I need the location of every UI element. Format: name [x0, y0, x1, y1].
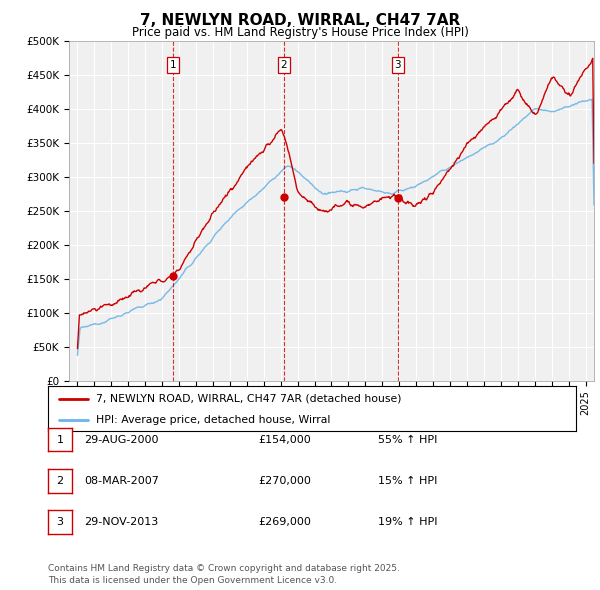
Text: Price paid vs. HM Land Registry's House Price Index (HPI): Price paid vs. HM Land Registry's House …: [131, 26, 469, 39]
Text: HPI: Average price, detached house, Wirral: HPI: Average price, detached house, Wirr…: [95, 415, 330, 425]
Text: £270,000: £270,000: [258, 476, 311, 486]
Text: 3: 3: [394, 60, 401, 70]
Text: 08-MAR-2007: 08-MAR-2007: [84, 476, 159, 486]
Text: 29-AUG-2000: 29-AUG-2000: [84, 435, 158, 444]
Text: 1: 1: [56, 435, 64, 444]
Text: 7, NEWLYN ROAD, WIRRAL, CH47 7AR: 7, NEWLYN ROAD, WIRRAL, CH47 7AR: [140, 13, 460, 28]
Text: £269,000: £269,000: [258, 517, 311, 527]
Text: 1: 1: [170, 60, 176, 70]
Text: 2: 2: [280, 60, 287, 70]
Text: 55% ↑ HPI: 55% ↑ HPI: [378, 435, 437, 444]
Text: Contains HM Land Registry data © Crown copyright and database right 2025.
This d: Contains HM Land Registry data © Crown c…: [48, 565, 400, 585]
Text: 3: 3: [56, 517, 64, 527]
Text: 19% ↑ HPI: 19% ↑ HPI: [378, 517, 437, 527]
Text: 29-NOV-2013: 29-NOV-2013: [84, 517, 158, 527]
Text: £154,000: £154,000: [258, 435, 311, 444]
Text: 7, NEWLYN ROAD, WIRRAL, CH47 7AR (detached house): 7, NEWLYN ROAD, WIRRAL, CH47 7AR (detach…: [95, 394, 401, 404]
Text: 15% ↑ HPI: 15% ↑ HPI: [378, 476, 437, 486]
Text: 2: 2: [56, 476, 64, 486]
